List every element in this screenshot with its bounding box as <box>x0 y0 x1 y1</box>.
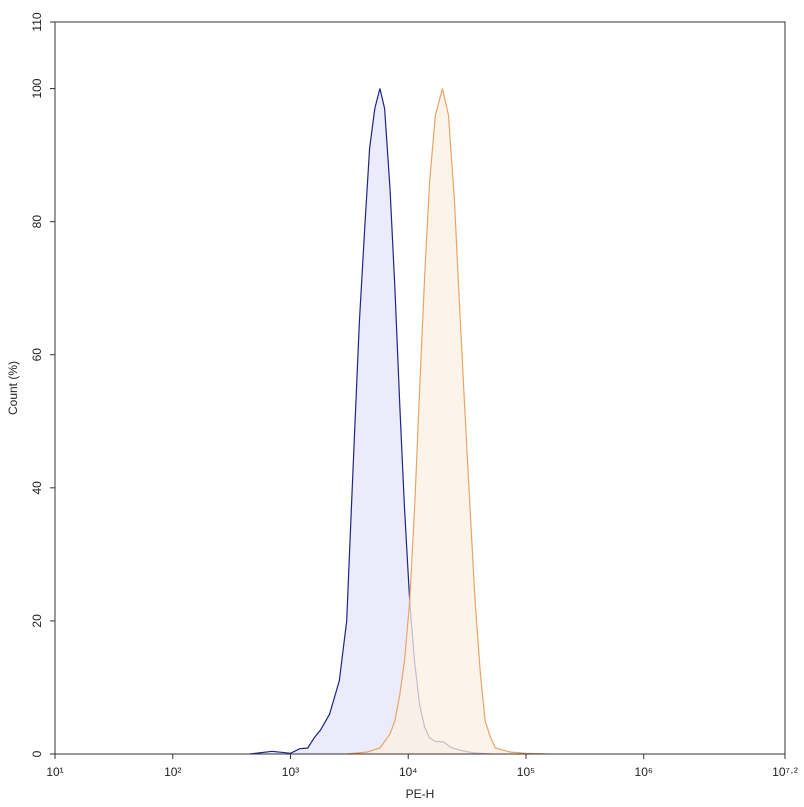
x-tick-label: 10⁶ <box>635 765 653 779</box>
y-tick-label: 0 <box>30 750 44 757</box>
y-tick-label: 60 <box>30 348 44 362</box>
y-axis-title: Count (%) <box>6 361 20 415</box>
y-tick-label: 80 <box>30 215 44 229</box>
area-fill <box>249 88 491 754</box>
x-axis-title: PE-H <box>406 787 435 801</box>
y-tick-label: 100 <box>30 78 44 98</box>
x-tick-label: 10⁷·² <box>772 765 798 779</box>
x-tick-label: 10¹ <box>46 765 63 779</box>
x-tick-label: 10⁴ <box>399 765 418 779</box>
x-tick-label: 10⁵ <box>517 765 535 779</box>
y-tick-label: 110 <box>30 12 44 31</box>
x-tick-label: 10³ <box>282 765 299 779</box>
plot-frame <box>54 21 786 755</box>
y-tick-label: 40 <box>30 481 44 495</box>
area-line <box>346 88 547 755</box>
x-tick-label: 10² <box>164 765 181 779</box>
y-tick-label: 20 <box>30 614 44 628</box>
area-fill <box>346 88 547 754</box>
